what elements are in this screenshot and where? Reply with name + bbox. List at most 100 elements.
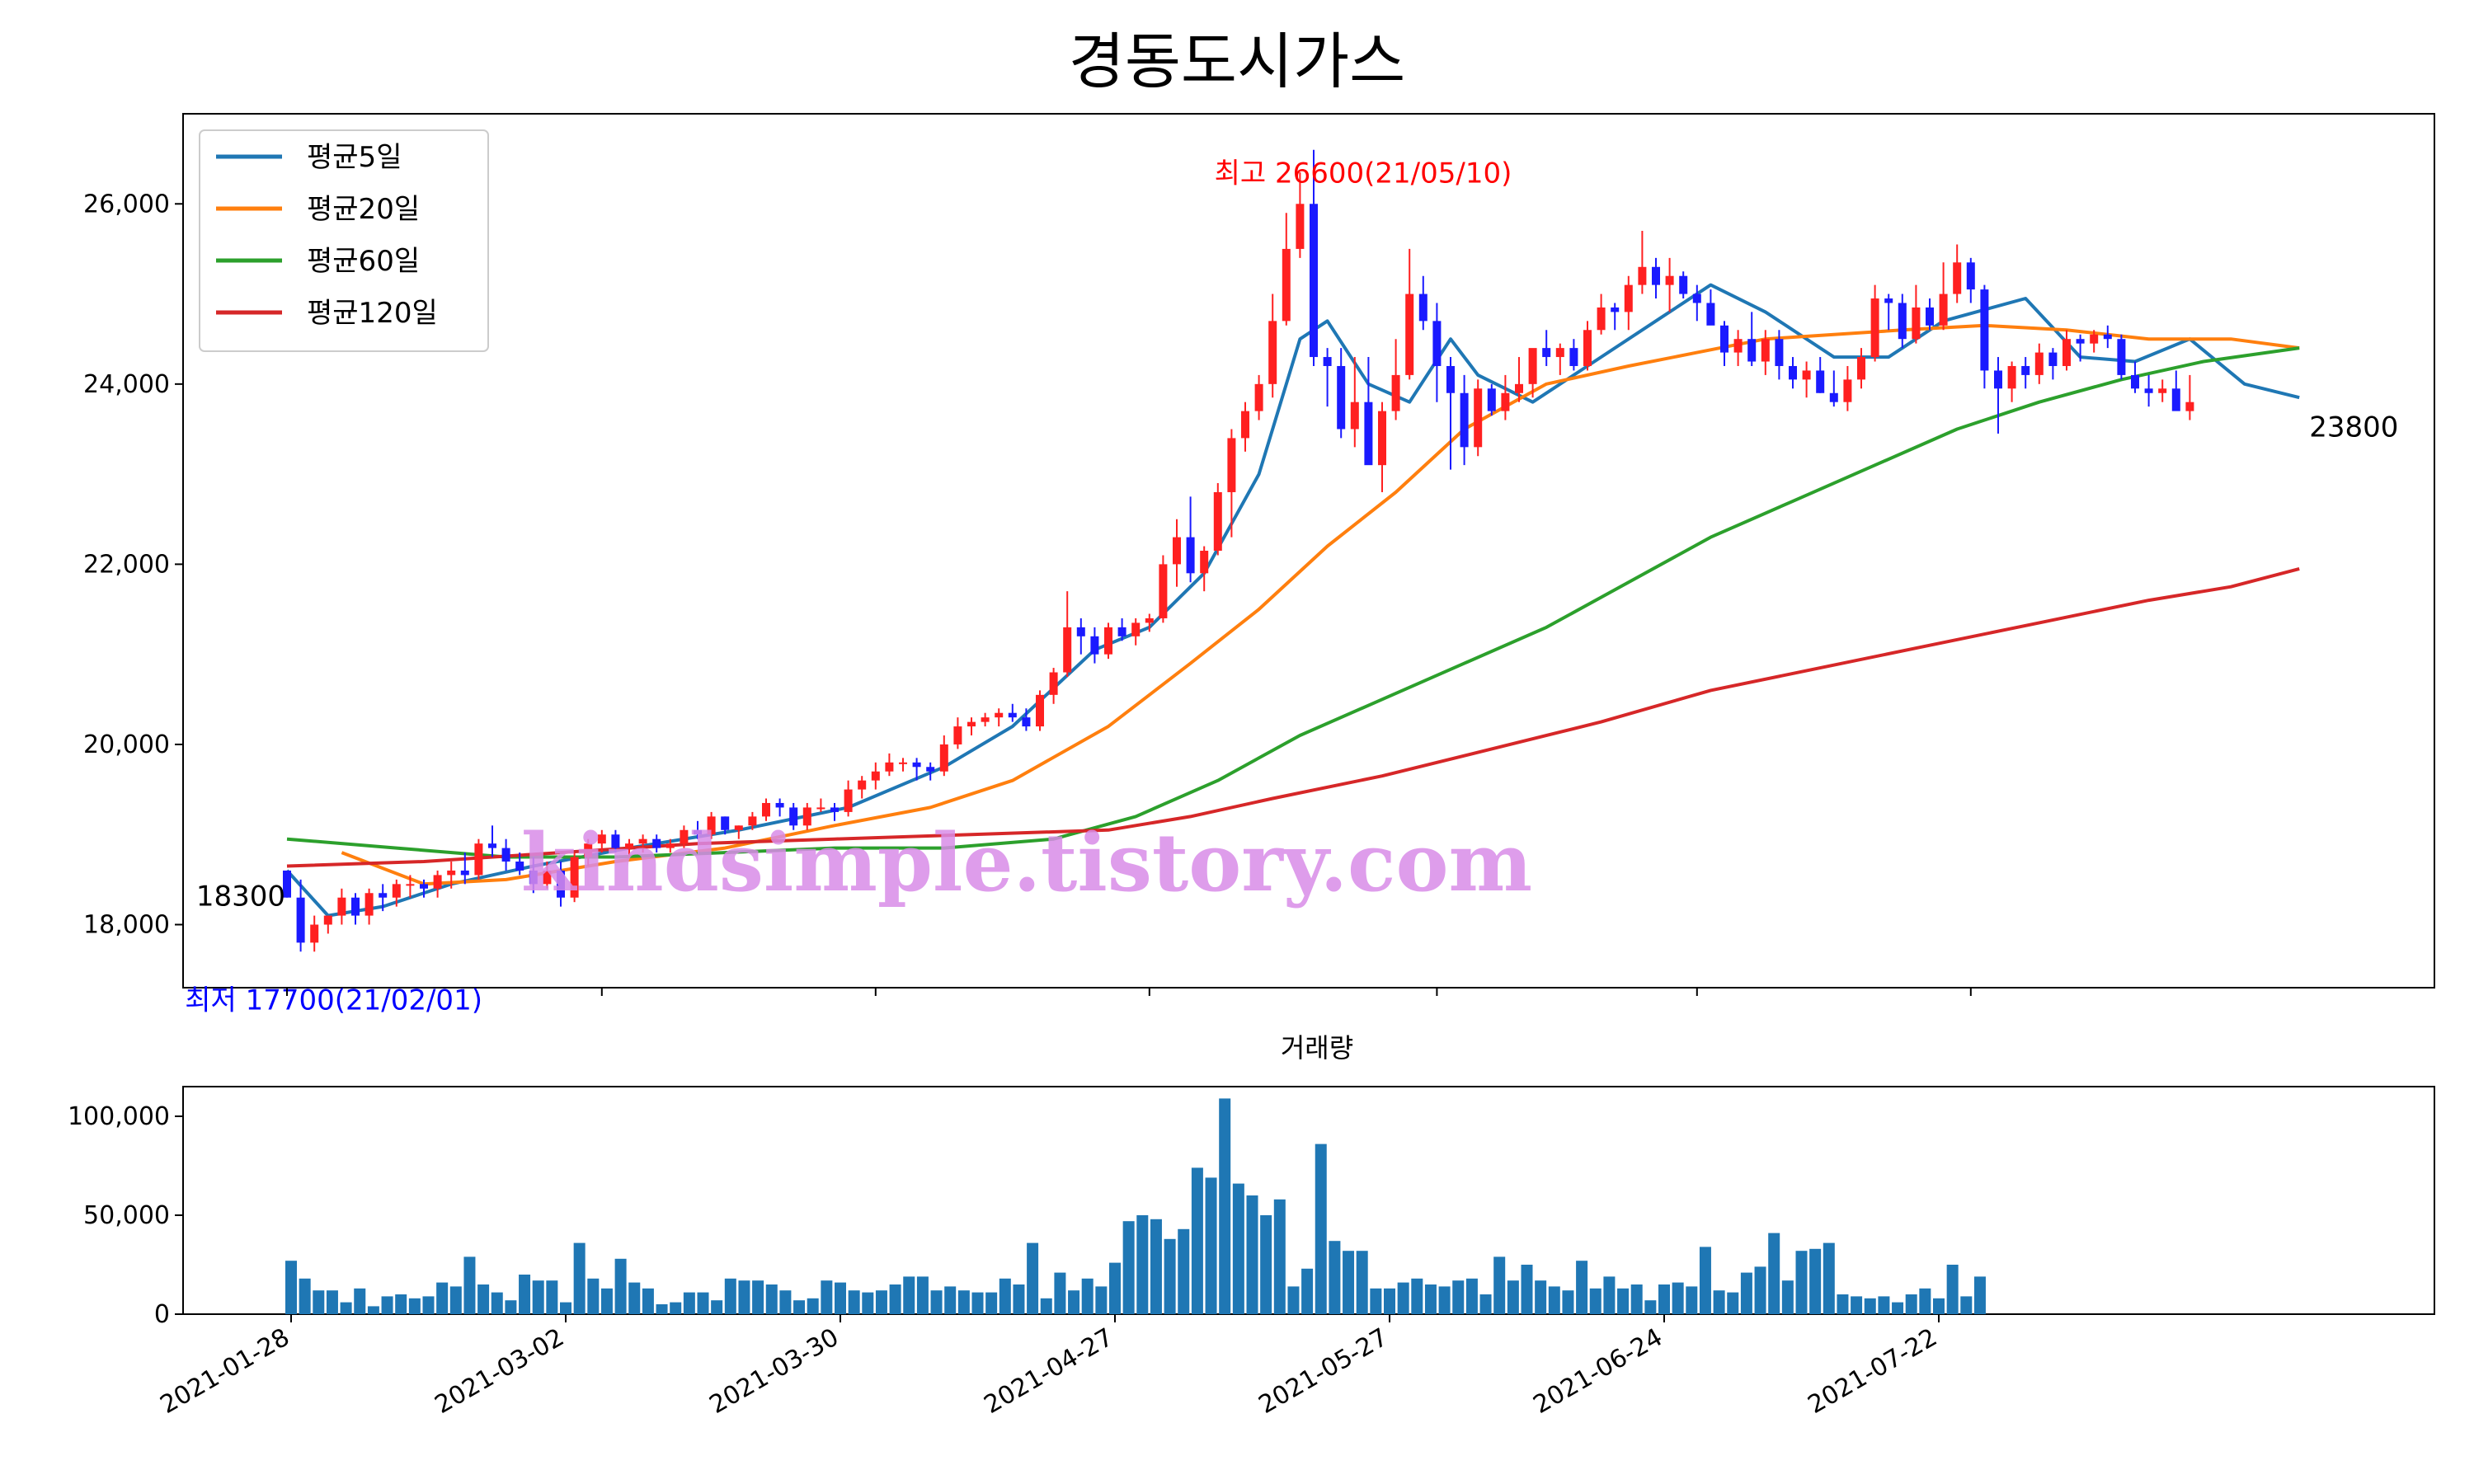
volume-bar <box>313 1290 325 1314</box>
volume-bar <box>614 1258 627 1314</box>
volume-bar <box>1343 1251 1355 1314</box>
candle <box>2090 330 2099 353</box>
candle <box>570 852 579 903</box>
volume-bar <box>354 1288 366 1314</box>
candle <box>557 862 565 907</box>
candle-body <box>1432 321 1442 366</box>
candle-body <box>1829 392 1838 402</box>
candle <box>1857 348 1865 389</box>
candle <box>885 753 894 777</box>
volume-y-tick-label: 100,000 <box>68 1102 170 1131</box>
candle-body <box>748 816 757 826</box>
candle-body <box>1418 294 1427 322</box>
candle-body <box>734 825 743 830</box>
candle-body <box>1350 402 1359 430</box>
candle-body <box>1268 321 1277 384</box>
candle <box>611 829 620 853</box>
candle <box>926 762 935 781</box>
candle <box>323 915 332 934</box>
candle <box>1912 284 1921 344</box>
volume-bar <box>560 1302 571 1314</box>
volume-bar <box>1864 1298 1876 1314</box>
candle <box>1254 374 1263 420</box>
volume-bar <box>889 1284 901 1314</box>
candle-body <box>1706 303 1715 326</box>
candle-body <box>1679 275 1688 294</box>
volume-bar <box>1287 1286 1300 1314</box>
candle-body <box>1966 262 1975 290</box>
volume-bar <box>1493 1256 1506 1314</box>
volume-bar <box>285 1261 297 1314</box>
candle-body <box>680 829 689 844</box>
candle-body <box>939 744 948 772</box>
volume-bar <box>1507 1280 1519 1314</box>
candle-body <box>1159 564 1168 618</box>
candle <box>1186 496 1195 583</box>
volume-bar <box>463 1256 476 1314</box>
candle <box>1241 402 1249 452</box>
volume-bar <box>1809 1248 1822 1314</box>
candle-body <box>337 897 346 916</box>
candle-body <box>1076 627 1085 636</box>
candle-body <box>1583 330 1592 366</box>
volume-bar <box>1315 1144 1327 1314</box>
candle <box>337 888 346 925</box>
candle <box>1706 289 1715 326</box>
candle-body <box>1296 204 1305 249</box>
candle-body <box>543 870 552 885</box>
candle-body <box>1200 551 1209 574</box>
candle-body <box>694 829 702 835</box>
price-y-tick-label: 18,000 <box>83 911 170 940</box>
candle-body <box>501 848 510 862</box>
candle <box>967 717 976 736</box>
price-annotations: 최고 26600(21/05/10) 최저 17700(21/02/01) 18… <box>185 157 2398 1017</box>
candle-body <box>967 721 976 727</box>
candle-body <box>1939 294 1948 326</box>
candle <box>1268 294 1277 398</box>
candle <box>1460 374 1469 466</box>
volume-bar <box>449 1286 462 1314</box>
candle <box>365 888 374 925</box>
candle <box>447 862 456 889</box>
candle <box>2007 361 2016 402</box>
volume-bar <box>1411 1278 1423 1314</box>
volume-bar <box>546 1280 558 1314</box>
candle <box>762 798 770 821</box>
candle-body <box>2048 352 2058 366</box>
candle <box>1665 257 1674 312</box>
candle <box>1487 383 1496 416</box>
candle <box>1008 703 1017 722</box>
candle-body <box>1186 537 1195 574</box>
candle <box>1432 303 1442 402</box>
volume-bar <box>793 1300 806 1314</box>
ma-line <box>286 346 2300 859</box>
volume-bar <box>1603 1276 1616 1314</box>
volume-bar <box>779 1290 792 1314</box>
volume-bar <box>1699 1247 1711 1314</box>
candle-body <box>802 807 811 826</box>
volume-bar <box>916 1276 929 1314</box>
volume-bar <box>1013 1284 1025 1314</box>
volume-bar <box>1851 1296 1863 1314</box>
volume-bar <box>1095 1286 1108 1314</box>
candle-body <box>1720 325 1729 353</box>
volume-bar <box>1027 1242 1039 1314</box>
candle-body <box>858 780 867 790</box>
volume-bar <box>1356 1251 1368 1314</box>
candle <box>379 884 388 912</box>
candle <box>666 838 675 853</box>
candle-body <box>1555 348 1564 358</box>
candle <box>1296 172 1305 258</box>
volume-bar <box>1823 1242 1835 1314</box>
volume-bar <box>807 1298 819 1314</box>
volume-bar <box>1589 1288 1602 1314</box>
volume-bar <box>835 1282 846 1314</box>
candle <box>1816 357 1825 393</box>
candle-body <box>1090 636 1099 655</box>
volume-bar <box>1686 1286 1698 1314</box>
volume-bar <box>408 1298 421 1314</box>
volume-bar <box>1438 1286 1451 1314</box>
candle-body <box>1337 365 1346 430</box>
candle-body <box>447 870 456 876</box>
candle <box>1418 275 1427 331</box>
